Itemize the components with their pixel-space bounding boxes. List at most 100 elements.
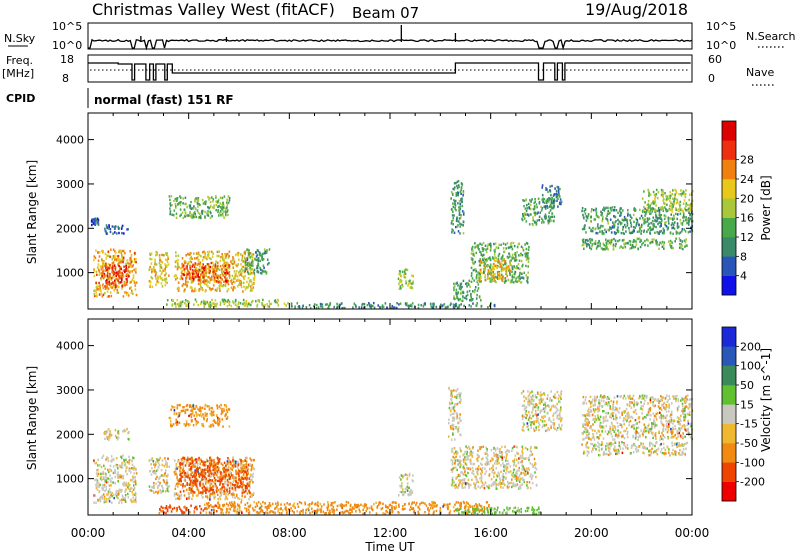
echo-cell	[93, 270, 96, 273]
echo-cell	[170, 510, 173, 513]
echo-cell	[184, 471, 187, 475]
echo-cell	[262, 258, 265, 261]
echo-cell	[166, 463, 168, 467]
echo-cell	[333, 305, 335, 309]
echo-cell	[157, 490, 160, 493]
echo-cell	[624, 223, 626, 227]
echo-cell	[120, 250, 122, 253]
echo-cell	[181, 264, 184, 267]
echo-cell	[409, 282, 412, 285]
echo-cell	[160, 468, 163, 472]
echo-cell	[121, 226, 123, 229]
echo-cell	[102, 282, 104, 286]
echo-cell	[336, 305, 339, 308]
echo-cell	[249, 272, 252, 276]
echo-cell	[253, 274, 256, 277]
echo-cell	[593, 218, 596, 221]
echo-cell	[109, 291, 112, 294]
nave-tick-bottom: 0	[708, 72, 715, 85]
echo-cell	[510, 245, 513, 248]
echo-cell	[649, 212, 651, 215]
echo-cell	[450, 302, 452, 305]
echo-cell	[174, 473, 176, 476]
echo-cell	[606, 219, 609, 222]
echo-cell	[225, 265, 228, 269]
echo-cell	[424, 302, 426, 305]
echo-cell	[611, 206, 614, 209]
echo-cell	[228, 465, 230, 469]
echo-cell	[226, 279, 228, 282]
echo-cell	[268, 305, 271, 308]
echo-cell	[638, 227, 641, 230]
echo-cell	[185, 404, 188, 407]
echo-cell	[210, 486, 213, 490]
echo-cell	[207, 487, 209, 490]
echo-cell	[176, 508, 178, 511]
echo-cell	[239, 273, 242, 276]
echo-cell	[206, 495, 209, 498]
echo-cell	[458, 211, 461, 214]
echo-cell	[104, 475, 107, 479]
echo-cell	[185, 202, 187, 206]
echo-cell	[113, 289, 116, 292]
echo-cell	[494, 272, 496, 276]
echo-cell	[186, 456, 189, 459]
echo-cell	[559, 187, 561, 191]
echo-cell	[101, 258, 103, 261]
echo-cell	[114, 468, 116, 472]
echo-cell	[117, 279, 119, 283]
echo-cell	[466, 282, 468, 285]
echo-cell	[121, 287, 123, 290]
echo-cell	[581, 209, 583, 213]
echo-cell	[602, 225, 604, 228]
echo-cell	[408, 306, 410, 309]
echo-cell	[191, 407, 194, 410]
echo-cell	[233, 484, 236, 487]
echo-cell	[96, 285, 98, 289]
echo-cell	[498, 270, 500, 274]
echo-cell	[167, 255, 169, 258]
echo-cell	[183, 457, 186, 460]
echo-cell	[220, 256, 222, 259]
echo-cell	[534, 211, 537, 214]
echo-cell	[390, 307, 393, 310]
echo-cell	[538, 202, 541, 205]
echo-cell	[251, 264, 253, 267]
echo-cell	[179, 490, 182, 493]
echo-cell	[132, 276, 135, 280]
echo-cell	[192, 424, 195, 427]
colorbar-tick-label: 8	[740, 250, 747, 263]
echo-cell	[532, 223, 534, 227]
echo-cell	[123, 269, 125, 272]
echo-cell	[213, 280, 216, 283]
echo-cell	[214, 504, 217, 507]
echo-cell	[294, 305, 296, 308]
echo-cell	[663, 232, 665, 235]
echo-cell	[548, 197, 550, 200]
echo-cell	[476, 245, 479, 248]
echo-cell	[121, 284, 123, 288]
echo-cell	[658, 213, 661, 216]
echo-cell	[545, 199, 548, 202]
echo-cell	[624, 226, 627, 229]
echo-cell	[458, 304, 461, 307]
echo-cell	[633, 207, 636, 210]
echo-cell	[193, 482, 196, 485]
echo-cell	[602, 242, 605, 245]
echo-cell	[259, 252, 261, 255]
echo-cell	[545, 216, 548, 220]
echo-cell	[127, 273, 130, 277]
echo-cell	[511, 267, 514, 271]
echo-cell	[202, 470, 205, 474]
echo-cell	[155, 477, 157, 481]
echo-cell	[164, 471, 167, 475]
echo-cell	[169, 506, 172, 509]
echo-cell	[525, 213, 527, 216]
echo-cell	[548, 220, 551, 223]
echo-cell	[544, 213, 547, 216]
echo-cell	[111, 265, 114, 268]
echo-cell	[126, 427, 128, 431]
echo-cell	[524, 243, 526, 246]
echo-cell	[486, 265, 489, 268]
echo-cell	[225, 271, 228, 274]
